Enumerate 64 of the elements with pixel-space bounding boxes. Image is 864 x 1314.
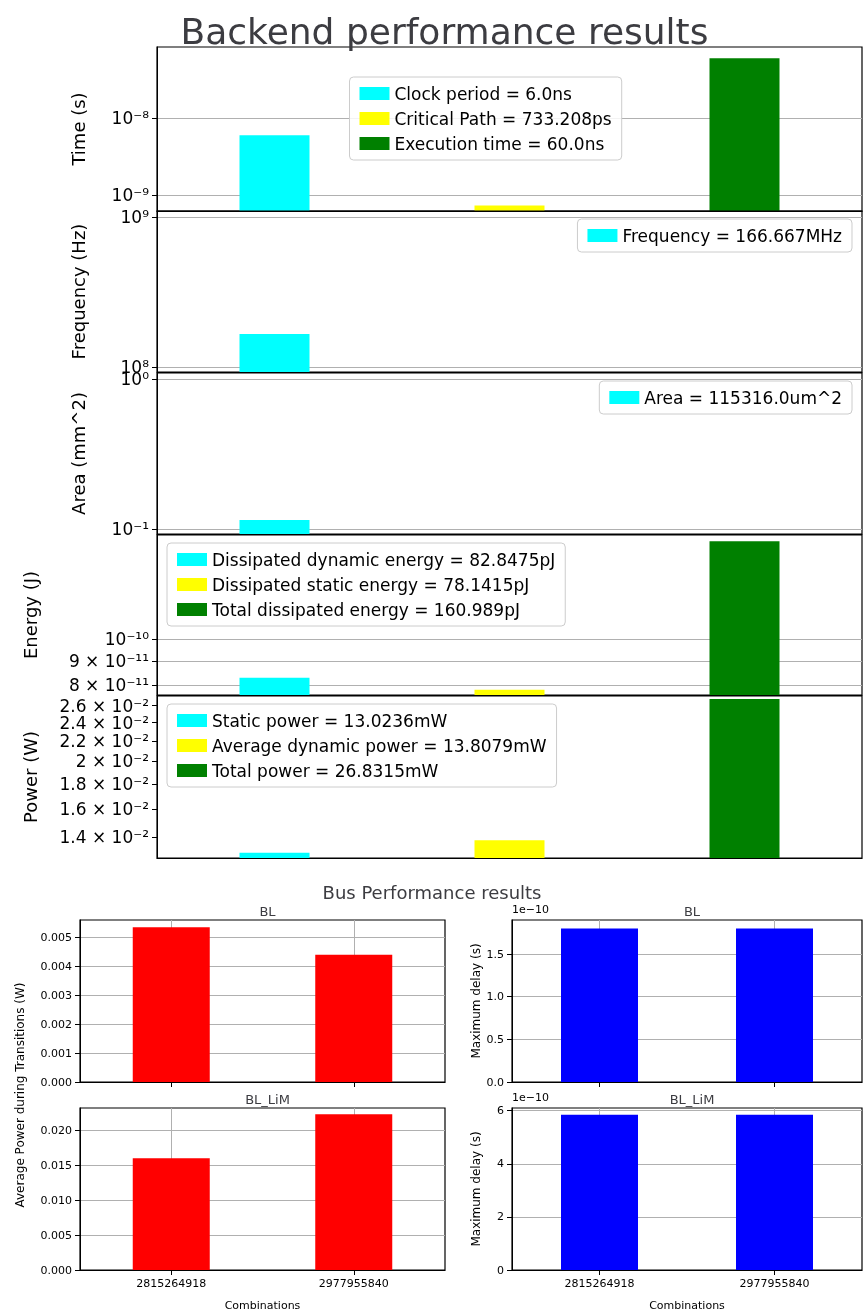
chart-subtitle: BL	[259, 904, 277, 919]
legend-label: Area = 115316.0um^2	[644, 387, 842, 408]
y-axis-title: Average Power during Transitions (W)	[13, 982, 27, 1208]
y-tick-label: 0.003	[40, 988, 72, 1002]
y-tick-label: 2	[497, 1210, 504, 1224]
x-tick-label: 2977955840	[739, 1277, 810, 1290]
chart-title: BL	[683, 904, 701, 919]
legend-label: Dissipated static energy = 78.1415pJ	[212, 574, 530, 595]
y-tick-label: 0.0	[486, 1075, 504, 1089]
y-axis-title: Time (s)	[67, 92, 89, 167]
x-tick-label: 2815264918	[564, 1277, 635, 1290]
x-tick-label: 2977955840	[318, 1277, 389, 1290]
legend-label: Total power = 26.8315mW	[211, 760, 439, 781]
y-tick-label: 0.5	[486, 1032, 504, 1046]
legend-label: Average dynamic power = 13.8079mW	[212, 735, 547, 756]
y-tick-label: 1.5	[486, 947, 504, 961]
y-tick-label: 0.000	[40, 1075, 72, 1089]
text: 1e−10	[512, 903, 549, 916]
legend-label: Frequency = 166.667MHz	[622, 225, 843, 246]
y-tick-label: 0.005	[40, 1228, 72, 1242]
chart-title: Bus Performance results	[322, 881, 542, 903]
y-tick-label: 0.004	[40, 959, 72, 973]
y-tick-label: 6	[497, 1104, 504, 1118]
y-axis-title: Energy (J)	[19, 570, 41, 660]
x-tick-label: 2815264918	[136, 1277, 207, 1290]
y-tick-label: 10⁹	[120, 207, 150, 228]
y-tick-label: 4	[497, 1157, 504, 1171]
y-axis-title: Maximum delay (s)	[469, 943, 483, 1059]
y-tick-label: 2.2 × 10⁻²	[59, 731, 149, 752]
legend-label: Critical Path = 733.208ps	[394, 108, 612, 129]
y-tick-label: 10⁻⁸	[111, 108, 150, 129]
chart-title: BL_LiM	[669, 1092, 715, 1107]
text: 1e−10	[512, 1091, 549, 1104]
x-axis-title: Combinations	[224, 1299, 301, 1312]
y-axis-title: Area (mm^2)	[67, 392, 89, 515]
y-tick-label: 1.8 × 10⁻²	[59, 773, 149, 794]
chart-title: Backend performance results	[180, 10, 709, 52]
y-tick-label: 0.020	[40, 1123, 72, 1137]
y-tick-label: 10⁻¹	[111, 519, 149, 540]
y-tick-label: 10⁻⁹	[111, 185, 150, 206]
chart-title: BL_LiM	[245, 1092, 290, 1107]
y-tick-label: 2 × 10⁻²	[75, 751, 149, 772]
legend-label: Static power = 13.0236mW	[212, 710, 448, 731]
x-axis-title: Combinations	[649, 1299, 726, 1312]
y-tick-label: 0	[497, 1263, 504, 1277]
y-tick-label: 1.0	[486, 990, 504, 1004]
y-axis-title: Power (W)	[19, 731, 41, 823]
y-tick-label: 1.4 × 10⁻²	[59, 827, 149, 848]
legend-label: Clock period = 6.0ns	[394, 83, 573, 104]
y-tick-label: 0.005	[40, 930, 72, 944]
y-tick-label: 10⁻¹⁰	[104, 629, 150, 650]
y-tick-label: 0.002	[40, 1017, 72, 1031]
legend-label: Total dissipated energy = 160.989pJ	[211, 599, 520, 620]
legend-label: Dissipated dynamic energy = 82.8475pJ	[212, 549, 556, 570]
y-axis-title: Maximum delay (s)	[469, 1131, 483, 1247]
y-tick-label: 0.015	[40, 1158, 72, 1172]
y-axis-title: Frequency (Hz)	[67, 223, 89, 360]
y-tick-label: 8 × 10⁻¹¹	[68, 675, 149, 695]
legend-label: Execution time = 60.0ns	[394, 133, 605, 154]
y-tick-label: 0.001	[40, 1046, 72, 1060]
y-tick-label: 0.010	[40, 1193, 72, 1207]
y-tick-label: 1.6 × 10⁻²	[59, 798, 149, 819]
y-tick-label: 0.000	[40, 1263, 72, 1277]
y-tick-label: 9 × 10⁻¹¹	[68, 650, 149, 671]
